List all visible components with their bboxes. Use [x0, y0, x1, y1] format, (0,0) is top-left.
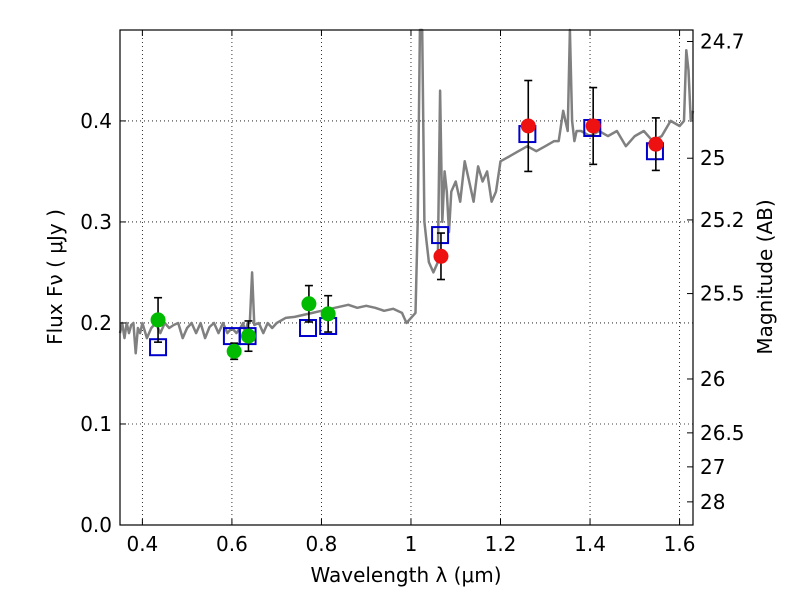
- x-tick-label: 1.6: [664, 532, 696, 556]
- right-y-axis-label: Magnitude (AB): [753, 199, 777, 354]
- axis-ticks: 0.4 0.6 0.8 1 1.2 1.4 1.6 0.0 0.1 0.2 0.3 0.4 24.7 25…: [80, 29, 744, 556]
- observed-point: [433, 248, 449, 264]
- right-tick-label: 24.7: [700, 29, 745, 53]
- model-photometry-square: [431, 226, 450, 245]
- right-tick-label: 25.2: [700, 208, 745, 232]
- y-tick-label: 0.3: [80, 210, 112, 234]
- y-tick-label: 0.2: [80, 311, 112, 335]
- spectrum-line: [118, 28, 695, 355]
- y-axis-label: Flux Fν ( μJy ): [43, 209, 67, 345]
- plot-area: [118, 28, 695, 361]
- x-tick-label: 0.4: [126, 532, 158, 556]
- x-tick-label: 1: [405, 532, 418, 556]
- right-tick-label: 27: [700, 455, 725, 479]
- observed-point: [585, 118, 601, 134]
- gridlines: [120, 30, 693, 526]
- y-tick-label: 0.4: [80, 109, 112, 133]
- observed-point: [648, 136, 664, 152]
- observed-point: [520, 118, 536, 134]
- observed-point: [226, 343, 242, 359]
- x-tick-label: 1.4: [574, 532, 606, 556]
- right-tick-label: 25: [700, 146, 725, 170]
- right-tick-label: 25.5: [700, 282, 745, 306]
- observed-point: [301, 296, 317, 312]
- x-tick-label: 0.8: [306, 532, 338, 556]
- observed-point: [150, 312, 166, 328]
- model-photometry-square: [299, 319, 318, 338]
- right-tick-label: 26.5: [700, 421, 745, 445]
- y-tick-label: 0.0: [80, 513, 112, 537]
- observed-point: [240, 328, 256, 344]
- y-tick-label: 0.1: [80, 412, 112, 436]
- right-tick-label: 26: [700, 367, 725, 391]
- plot-frame: [119, 29, 694, 526]
- right-tick-label: 28: [700, 490, 725, 514]
- observed-point: [320, 306, 336, 322]
- x-axis-label: Wavelength λ (μm): [310, 563, 501, 587]
- x-tick-label: 0.6: [216, 532, 248, 556]
- x-tick-label: 1.2: [485, 532, 517, 556]
